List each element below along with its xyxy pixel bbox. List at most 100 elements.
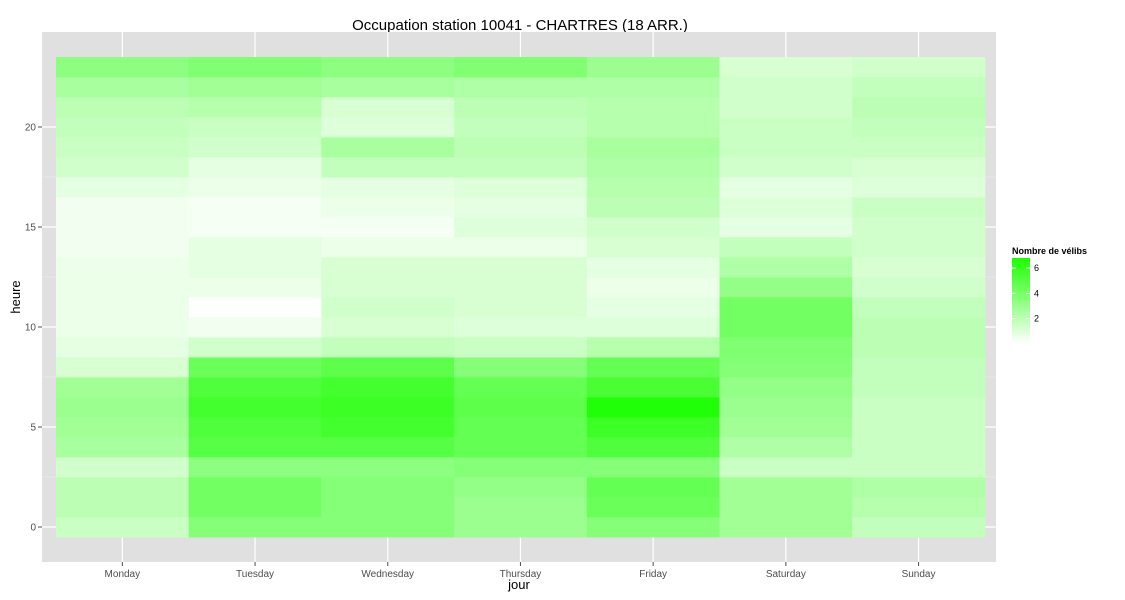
heatmap-tile bbox=[454, 437, 588, 458]
heatmap-tile bbox=[56, 97, 190, 118]
heatmap-tile bbox=[586, 137, 720, 158]
heatmap-tile bbox=[56, 377, 190, 398]
heatmap-tile bbox=[852, 337, 986, 358]
heatmap-tile bbox=[852, 477, 986, 498]
chart-title: Occupation station 10041 - CHARTRES (18 … bbox=[352, 17, 688, 34]
heatmap-tile bbox=[188, 77, 322, 98]
heatmap-tile bbox=[852, 77, 986, 98]
heatmap-tile bbox=[586, 377, 720, 398]
heatmap-tile bbox=[719, 477, 853, 498]
heatmap-tile bbox=[56, 317, 190, 338]
heatmap-tile bbox=[586, 217, 720, 238]
heatmap-tile bbox=[321, 177, 455, 198]
heatmap-tile bbox=[321, 257, 455, 278]
heatmap-tile bbox=[719, 377, 853, 398]
heatmap-tile bbox=[454, 457, 588, 478]
heatmap-tile bbox=[852, 217, 986, 238]
y-tick-label: 15 bbox=[25, 223, 37, 234]
x-tick-label: Monday bbox=[105, 569, 141, 580]
heatmap-tile bbox=[56, 337, 190, 358]
heatmap-tile bbox=[321, 497, 455, 518]
heatmap-tile bbox=[852, 357, 986, 378]
heatmap-tile bbox=[56, 457, 190, 478]
heatmap-tile bbox=[719, 317, 853, 338]
heatmap-tile bbox=[56, 57, 190, 78]
x-axis-title: jour bbox=[507, 577, 530, 592]
heatmap-tile bbox=[454, 517, 588, 538]
heatmap-tile bbox=[56, 477, 190, 498]
heatmap-tile bbox=[852, 177, 986, 198]
heatmap-tile bbox=[56, 117, 190, 138]
heatmap-tile bbox=[852, 397, 986, 418]
heatmap-tile bbox=[56, 437, 190, 458]
legend-title: Nombre de vélibs bbox=[1012, 246, 1087, 256]
heatmap-tiles bbox=[56, 57, 986, 538]
heatmap-tile bbox=[586, 357, 720, 378]
heatmap-tile bbox=[586, 177, 720, 198]
heatmap-tile bbox=[56, 397, 190, 418]
heatmap-tile bbox=[454, 77, 588, 98]
heatmap-tile bbox=[586, 297, 720, 318]
heatmap-tile bbox=[719, 117, 853, 138]
heatmap-tile bbox=[188, 177, 322, 198]
heatmap-tile bbox=[321, 57, 455, 78]
heatmap-tile bbox=[56, 297, 190, 318]
heatmap-tile bbox=[586, 197, 720, 218]
heatmap-tile bbox=[56, 417, 190, 438]
heatmap-tile bbox=[719, 77, 853, 98]
heatmap-tile bbox=[852, 97, 986, 118]
heatmap-tile bbox=[852, 117, 986, 138]
heatmap-tile bbox=[321, 377, 455, 398]
heatmap-tile bbox=[188, 357, 322, 378]
heatmap-tile bbox=[321, 397, 455, 418]
heatmap-tile bbox=[321, 437, 455, 458]
heatmap-tile bbox=[852, 157, 986, 178]
heatmap-tile bbox=[454, 477, 588, 498]
heatmap-tile bbox=[56, 157, 190, 178]
heatmap-tile bbox=[454, 297, 588, 318]
heatmap-tile bbox=[454, 237, 588, 258]
heatmap-tile bbox=[56, 217, 190, 238]
heatmap-tile bbox=[188, 457, 322, 478]
heatmap-tile bbox=[719, 357, 853, 378]
heatmap-tile bbox=[188, 297, 322, 318]
heatmap-tile bbox=[852, 277, 986, 298]
heatmap-tile bbox=[188, 217, 322, 238]
heatmap-tile bbox=[852, 137, 986, 158]
heatmap-tile bbox=[321, 157, 455, 178]
heatmap-tile bbox=[56, 77, 190, 98]
heatmap-tile bbox=[321, 277, 455, 298]
heatmap-tile bbox=[586, 97, 720, 118]
heatmap-tile bbox=[321, 77, 455, 98]
heatmap-tile bbox=[321, 457, 455, 478]
heatmap-tile bbox=[188, 97, 322, 118]
heatmap-tile bbox=[56, 257, 190, 278]
heatmap-tile bbox=[586, 77, 720, 98]
heatmap-tile bbox=[719, 237, 853, 258]
heatmap-tile bbox=[719, 277, 853, 298]
heatmap-tile bbox=[586, 57, 720, 78]
heatmap-tile bbox=[56, 137, 190, 158]
heatmap-tile bbox=[586, 157, 720, 178]
y-tick-label: 0 bbox=[30, 523, 36, 534]
heatmap-tile bbox=[454, 57, 588, 78]
heatmap-tile bbox=[719, 157, 853, 178]
heatmap-tile bbox=[321, 237, 455, 258]
heatmap-tile bbox=[586, 277, 720, 298]
heatmap-tile bbox=[852, 517, 986, 538]
heatmap-tile bbox=[454, 157, 588, 178]
heatmap-tile bbox=[188, 157, 322, 178]
legend-tick-label: 2 bbox=[1034, 314, 1039, 324]
heatmap-tile bbox=[719, 217, 853, 238]
y-tick-label: 5 bbox=[30, 423, 36, 434]
heatmap-tile bbox=[454, 317, 588, 338]
heatmap-tile bbox=[719, 177, 853, 198]
heatmap-tile bbox=[719, 517, 853, 538]
heatmap-tile bbox=[454, 217, 588, 238]
heatmap-tile bbox=[56, 497, 190, 518]
heatmap-tile bbox=[719, 197, 853, 218]
heatmap-tile bbox=[188, 237, 322, 258]
legend: Nombre de vélibs 2 4 6 bbox=[1012, 246, 1087, 344]
heatmap-tile bbox=[56, 197, 190, 218]
